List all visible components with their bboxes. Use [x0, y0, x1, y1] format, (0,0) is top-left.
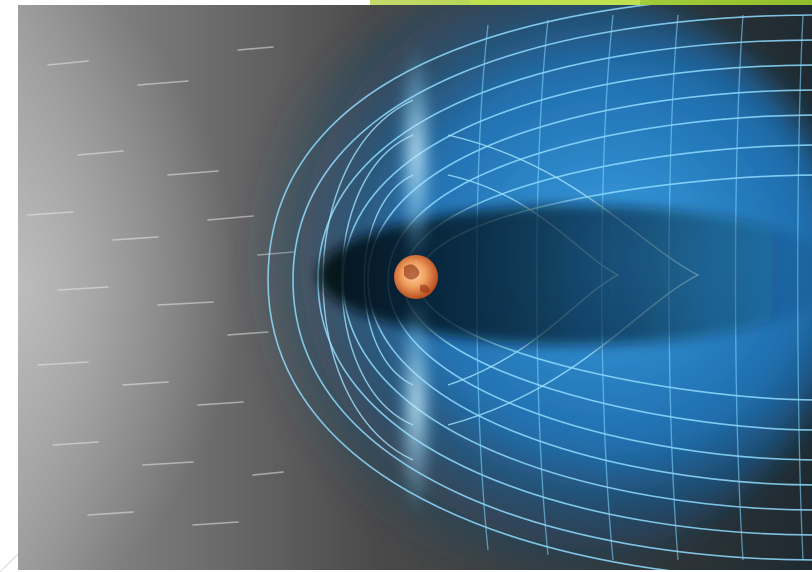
solar-wind-streaks — [27, 46, 294, 526]
south-pole-glow — [398, 295, 434, 515]
accent-tab — [470, 0, 640, 7]
corner-mark — [0, 554, 18, 572]
magnetosphere-photo — [18, 5, 812, 570]
magnetotail — [318, 205, 812, 345]
planet-icon — [394, 255, 438, 299]
north-pole-glow — [398, 45, 434, 265]
